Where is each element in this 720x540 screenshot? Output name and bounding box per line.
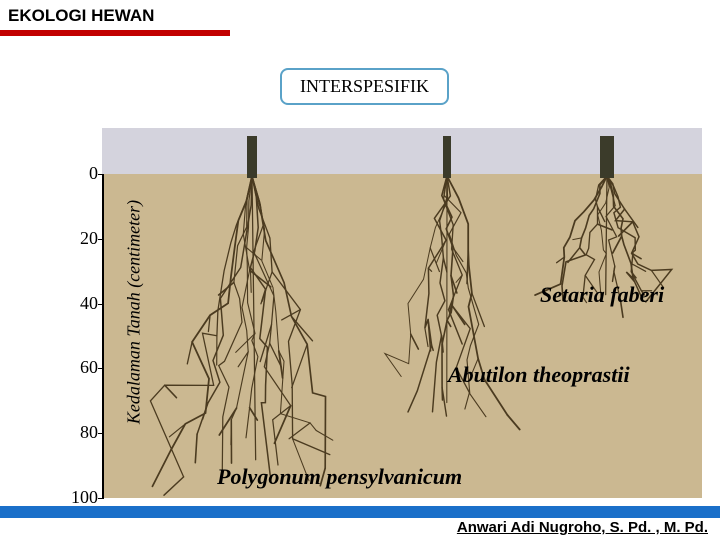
topic-badge-label: INTERSPESIFIK	[300, 76, 429, 96]
plant-stem	[247, 136, 257, 178]
y-tick-label: 20	[64, 228, 98, 249]
root-path	[292, 317, 313, 341]
root-path	[250, 408, 258, 420]
root-path	[606, 174, 607, 295]
root-path	[195, 434, 197, 463]
y-tick-label: 60	[64, 357, 98, 378]
root-path	[583, 176, 607, 297]
title-underline	[0, 30, 230, 36]
root-path	[252, 174, 256, 460]
species-label: Polygonum pensylvanicum	[217, 464, 462, 490]
root-path	[625, 209, 638, 227]
root-path	[165, 385, 177, 398]
root-path	[164, 477, 184, 495]
footer-bar	[0, 506, 720, 518]
species-label: Abutilon theoprastii	[448, 362, 630, 388]
root-path	[507, 415, 519, 430]
root-path	[187, 342, 192, 364]
root-path	[219, 408, 236, 435]
y-tick-label: 80	[64, 422, 98, 443]
root-path	[150, 176, 252, 477]
y-tick-label: 100	[64, 487, 98, 508]
y-tick-label: 40	[64, 293, 98, 314]
root-path	[425, 328, 428, 346]
plant-stem	[443, 136, 451, 178]
plant-stem	[600, 136, 614, 178]
page-title-text: EKOLOGI HEWAN	[8, 6, 154, 25]
footer-author: Anwari Adi Nugroho, S. Pd. , M. Pd.	[457, 519, 708, 536]
roots-svg	[102, 174, 702, 498]
y-tick-label: 0	[64, 163, 98, 184]
root-path	[252, 176, 326, 468]
species-label: Setaria faberi	[540, 282, 664, 308]
root-path	[613, 236, 622, 253]
root-path	[465, 393, 470, 409]
root-depth-diagram: Kedalaman Tanah (centimeter) 02040608010…	[10, 118, 710, 506]
page-title: EKOLOGI HEWAN	[8, 6, 154, 26]
root-path	[411, 334, 419, 349]
y-tick-mark	[98, 498, 104, 499]
topic-badge: INTERSPESIFIK	[280, 68, 449, 105]
root-path	[573, 238, 582, 240]
root-path	[292, 344, 308, 387]
root-path	[250, 268, 251, 293]
root-path	[171, 176, 252, 450]
root-path	[152, 450, 171, 487]
root-path	[169, 424, 185, 437]
